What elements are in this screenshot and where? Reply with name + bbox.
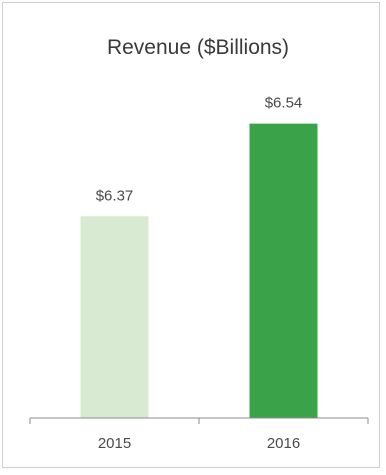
data-labels-group: $6.37 $6.54	[96, 95, 303, 205]
bar-2016	[249, 123, 318, 418]
data-label-2015: $6.37	[96, 187, 134, 204]
chart-title: Revenue ($Billions)	[107, 36, 289, 59]
bars-group	[80, 123, 318, 418]
bar-2015	[80, 216, 149, 418]
x-axis-tick-labels: 2015 2016	[98, 435, 300, 452]
x-tick-label-2015: 2015	[98, 435, 131, 452]
x-tick-label-2016: 2016	[267, 435, 300, 452]
x-axis-ticks	[29, 418, 369, 424]
data-label-2016: $6.54	[265, 95, 303, 112]
